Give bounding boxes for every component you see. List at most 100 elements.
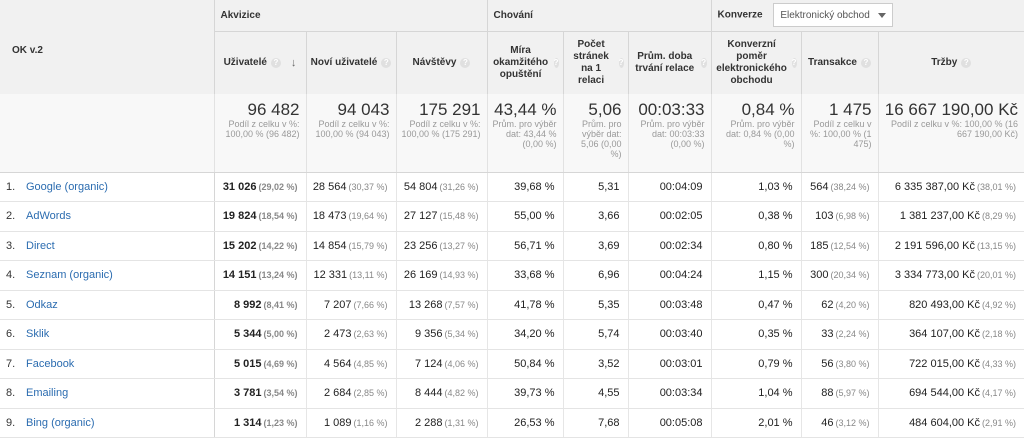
- col-header-sessions[interactable]: Návštěvy?: [395, 30, 488, 94]
- new-users-cell: 2 684 (2,85 %): [305, 378, 396, 409]
- source-link[interactable]: Google (organic): [26, 180, 108, 193]
- question-icon[interactable]: ?: [700, 57, 707, 68]
- question-icon[interactable]: ?: [860, 57, 871, 68]
- col-header-users[interactable]: Uživatelé? ↓: [213, 30, 306, 94]
- row-number: 5.: [6, 298, 16, 311]
- source-link[interactable]: Direct: [26, 239, 55, 252]
- revenue-percent: (8,29 %): [982, 211, 1017, 222]
- row-number: 9.: [6, 416, 16, 429]
- pages-cell: 5,35: [562, 290, 629, 320]
- conversion-type-dropdown[interactable]: Elektronický obchod: [773, 3, 893, 28]
- sessions-value: 27 127: [403, 210, 438, 223]
- transactions-percent: (20,34 %): [830, 270, 870, 281]
- col-header-revenue[interactable]: Tržby?: [877, 30, 1024, 94]
- revenue-value: 722 015,00 Kč: [909, 357, 981, 370]
- col-header-pages-per-session[interactable]: Počet stránek na 1 relaci?: [562, 30, 629, 94]
- acquisition-group: Akvizice: [213, 0, 488, 31]
- users-percent: (3,54 %): [263, 388, 298, 399]
- transactions-percent: (3,12 %): [835, 417, 870, 428]
- revenue-percent: (4,17 %): [982, 388, 1017, 399]
- total-new-users: 94 043 Podíl z celku v %: 100,00 % (94 04…: [305, 94, 396, 173]
- users-cell: 8 992 (8,41 %): [213, 290, 306, 320]
- conversion-cell: 0,35 %: [710, 319, 802, 350]
- row-number: 2.: [6, 210, 16, 223]
- question-icon[interactable]: ?: [460, 57, 471, 68]
- total-transactions-value: 1 475: [828, 100, 872, 119]
- table-row: 4. Seznam (organic) 14 151 (13,24 %) 12 33…: [0, 260, 1024, 291]
- question-icon[interactable]: ?: [791, 57, 797, 68]
- new-users-percent: (13,11 %): [349, 270, 388, 281]
- source-link[interactable]: AdWords: [26, 210, 72, 223]
- row-number: 6.: [6, 328, 16, 341]
- conversion-cell: 1,15 %: [710, 260, 802, 291]
- row-dimension-cell: 3. Direct: [0, 231, 214, 261]
- col-header-new-users-label: Noví uživatelé: [310, 56, 378, 68]
- table-row: 2. AdWords 19 824 (18,54 %) 18 473 (19,64 %…: [0, 201, 1024, 232]
- users-percent: (29,02 %): [258, 181, 298, 192]
- sessions-percent: (15,48 %): [439, 211, 479, 222]
- users-value: 31 026: [222, 180, 257, 193]
- transactions-cell: 88 (5,97 %): [800, 378, 879, 409]
- source-link[interactable]: Odkaz: [26, 298, 58, 311]
- sessions-cell: 7 124 (4,06 %): [395, 349, 488, 379]
- revenue-percent: (20,01 %): [977, 270, 1017, 281]
- col-header-avg-duration[interactable]: Prům. doba trvání relace?: [627, 30, 712, 94]
- col-header-bounce-rate[interactable]: Míra okamžitého opuštění?: [486, 30, 564, 94]
- sessions-value: 26 169: [403, 269, 438, 282]
- behavior-group: Chování: [486, 0, 712, 31]
- source-link[interactable]: Emailing: [26, 387, 69, 400]
- sessions-percent: (4,82 %): [444, 388, 479, 399]
- transactions-value: 88: [821, 387, 834, 400]
- total-users: 96 482 Podíl z celku v %: 100,00 % (96 48…: [213, 94, 306, 173]
- source-link[interactable]: Seznam (organic): [26, 269, 113, 282]
- sessions-cell: 23 256 (13,27 %): [395, 231, 488, 261]
- total-new-users-sub: Podíl z celku v %: 100,00 % (94 043): [315, 119, 390, 139]
- users-percent: (14,22 %): [258, 240, 298, 251]
- conversion-cell: 2,01 %: [710, 408, 802, 438]
- total-pages: 5,06 Prům. pro výběr dat: 5,06 (0,00 %): [562, 94, 629, 173]
- sort-down-arrow-icon[interactable]: ↓: [290, 56, 297, 69]
- source-link[interactable]: Bing (organic): [26, 416, 95, 429]
- source-link[interactable]: Facebook: [26, 357, 75, 370]
- sessions-percent: (31,26 %): [439, 181, 479, 192]
- total-transactions-sub: Podíl z celku v %: 100,00 % (1 475): [809, 119, 872, 149]
- col-header-conversion-rate[interactable]: Konverzní poměr elektronického obchodu?: [710, 30, 802, 94]
- conversions-label: Konverze: [717, 9, 763, 21]
- table-row: 9. Bing (organic) 1 314 (1,23 %) 1 089 (1,1…: [0, 408, 1024, 438]
- question-icon[interactable]: ?: [553, 57, 559, 68]
- users-percent: (13,24 %): [258, 270, 298, 281]
- revenue-value: 3 334 773,00 Kč: [894, 269, 975, 282]
- dimension-header-label: OK v.2: [12, 44, 43, 56]
- row-dimension-cell: 8. Emailing: [0, 378, 214, 409]
- new-users-cell: 1 089 (1,16 %): [305, 408, 396, 438]
- col-header-revenue-label: Tržby: [931, 56, 958, 68]
- total-pages-value: 5,06: [588, 100, 622, 119]
- revenue-value: 820 493,00 Kč: [909, 298, 981, 311]
- question-icon[interactable]: ?: [961, 57, 972, 68]
- column-header-row: OK v.2 Uživatelé? ↓ Noví uživatelé? Návšt…: [0, 30, 1024, 94]
- question-icon[interactable]: ?: [270, 57, 281, 68]
- row-dimension-cell: 1. Google (organic): [0, 172, 214, 202]
- new-users-value: 2 684: [323, 387, 352, 400]
- new-users-cell: 28 564 (30,37 %): [305, 172, 396, 202]
- sessions-value: 8 444: [414, 387, 443, 400]
- pages-cell: 3,52: [562, 349, 629, 379]
- revenue-value: 484 604,00 Kč: [909, 416, 981, 429]
- col-header-transactions[interactable]: Transakce?: [800, 30, 879, 94]
- table-row: 7. Facebook 5 015 (4,69 %) 4 564 (4,85 %) 7…: [0, 349, 1024, 379]
- question-icon[interactable]: ?: [618, 57, 624, 68]
- totals-dimension-cell: [0, 94, 214, 173]
- new-users-percent: (15,79 %): [348, 240, 388, 251]
- duration-cell: 00:04:09: [627, 172, 712, 202]
- new-users-percent: (30,37 %): [348, 181, 388, 192]
- total-bounce-sub: Prům. pro výběr dat: 43,44 % (0,00 %): [492, 119, 557, 149]
- transactions-value: 33: [821, 328, 834, 341]
- col-header-new-users[interactable]: Noví uživatelé?: [305, 30, 396, 94]
- users-percent: (8,41 %): [263, 299, 298, 310]
- source-link[interactable]: Sklik: [26, 328, 50, 341]
- new-users-value: 2 473: [323, 328, 352, 341]
- dimension-header[interactable]: OK v.2: [0, 31, 214, 94]
- question-icon[interactable]: ?: [381, 57, 392, 68]
- table-row: 6. Sklik 5 344 (5,00 %) 2 473 (2,63 %) 9 35…: [0, 319, 1024, 350]
- row-number: 4.: [6, 269, 16, 282]
